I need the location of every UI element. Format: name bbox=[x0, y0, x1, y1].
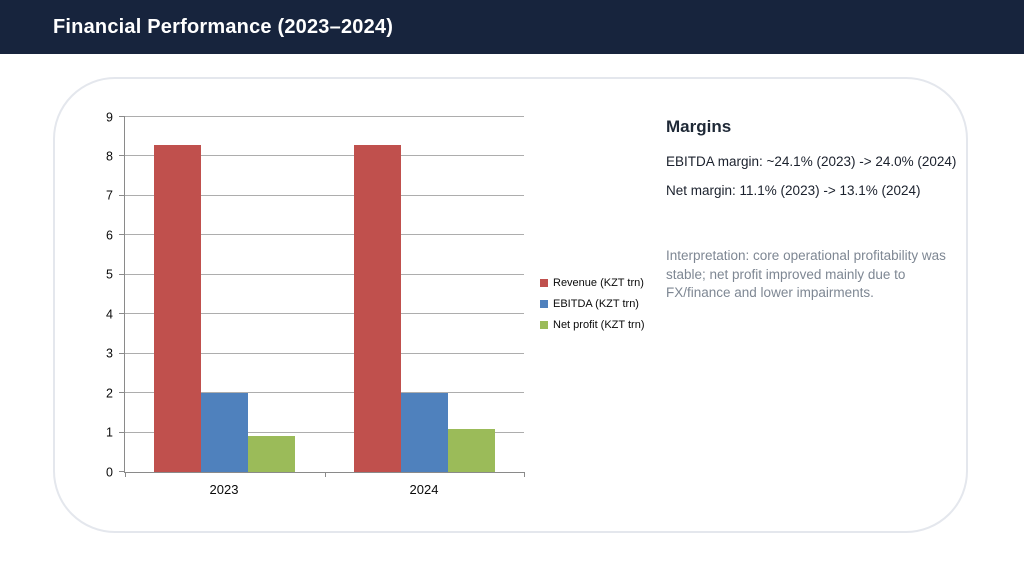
y-axis-tick-label: 9 bbox=[106, 109, 113, 124]
y-axis-tick bbox=[119, 392, 125, 394]
y-axis-tick bbox=[119, 431, 125, 433]
legend-swatch-icon bbox=[540, 279, 548, 287]
slide-title: Financial Performance (2023–2024) bbox=[53, 15, 394, 38]
gridline bbox=[125, 194, 524, 196]
gridline bbox=[125, 273, 524, 275]
y-axis-tick-label: 8 bbox=[106, 149, 113, 164]
legend-swatch-icon bbox=[540, 300, 548, 308]
gridline bbox=[125, 116, 524, 117]
y-axis-tick bbox=[119, 155, 125, 157]
x-axis-tick bbox=[524, 472, 525, 477]
x-axis-labels: 2023 2024 bbox=[124, 482, 524, 497]
bar-ebitda-2024 bbox=[400, 393, 448, 472]
y-axis-tick-label: 3 bbox=[106, 346, 113, 361]
margins-heading: Margins bbox=[666, 117, 732, 136]
bar-revenue-2024 bbox=[353, 144, 401, 472]
bar-ebitda-2023 bbox=[201, 393, 249, 472]
content-card: 0 1 2 3 4 5 6 7 8 9 2023 2024 Revenue (KZT trn) EBI… bbox=[53, 77, 968, 533]
y-axis-tick-label: 6 bbox=[106, 228, 113, 243]
legend-item: Net profit (KZT trn) bbox=[540, 319, 644, 331]
y-axis-tick bbox=[119, 116, 125, 117]
gridline bbox=[125, 155, 524, 157]
y-axis-tick-label: 0 bbox=[106, 464, 113, 479]
x-axis-label-2023: 2023 bbox=[209, 482, 239, 497]
legend-label: Net profit (KZT trn) bbox=[553, 319, 645, 331]
gridline bbox=[125, 392, 524, 394]
y-axis-tick-label: 5 bbox=[106, 267, 113, 282]
y-axis-tick bbox=[119, 234, 125, 236]
bar-net-2024 bbox=[447, 429, 495, 472]
bar-groups bbox=[125, 117, 524, 472]
y-axis-tick-label: 7 bbox=[106, 188, 113, 203]
legend-swatch-icon bbox=[540, 321, 548, 329]
gridline bbox=[125, 313, 524, 315]
margins-panel: Margins EBITDA margin: ~24.1% (2023) -> … bbox=[666, 117, 996, 303]
bar-group-2024 bbox=[325, 117, 525, 472]
bar-net-2023 bbox=[248, 435, 296, 472]
y-axis-tick-label: 2 bbox=[106, 385, 113, 400]
x-axis-tick bbox=[324, 472, 326, 477]
bar-group-2023 bbox=[125, 117, 325, 472]
ebitda-margin-line: EBITDA margin: ~24.1% (2023) -> 24.0% (2… bbox=[666, 154, 957, 169]
net-margin-line: Net margin: 11.1% (2023) -> 13.1% (2024) bbox=[666, 183, 921, 198]
x-axis-label-2024: 2024 bbox=[409, 482, 439, 497]
y-axis-tick-label: 1 bbox=[106, 425, 113, 440]
y-axis-tick-label: 4 bbox=[106, 306, 113, 321]
y-axis-tick bbox=[119, 471, 125, 472]
legend-label: EBITDA (KZT trn) bbox=[553, 298, 639, 310]
legend-item: Revenue (KZT trn) bbox=[540, 277, 644, 289]
plot-area: 0 1 2 3 4 5 6 7 8 9 bbox=[106, 111, 525, 478]
interpretation-text: Interpretation: core operational profita… bbox=[666, 248, 946, 300]
x-axis-tick bbox=[125, 472, 126, 477]
y-axis-tick bbox=[119, 194, 125, 196]
bar-revenue-2023 bbox=[154, 144, 202, 472]
chart-legend: Revenue (KZT trn) EBITDA (KZT trn) Net pro… bbox=[540, 277, 644, 340]
legend-item: EBITDA (KZT trn) bbox=[540, 298, 644, 310]
y-axis-tick bbox=[119, 313, 125, 315]
gridline bbox=[125, 431, 524, 433]
y-axis-tick bbox=[119, 273, 125, 275]
gridline bbox=[125, 352, 524, 354]
slide-header: Financial Performance (2023–2024) bbox=[0, 0, 1024, 54]
y-axis-tick bbox=[119, 352, 125, 354]
gridline bbox=[125, 234, 524, 236]
legend-label: Revenue (KZT trn) bbox=[553, 277, 644, 289]
